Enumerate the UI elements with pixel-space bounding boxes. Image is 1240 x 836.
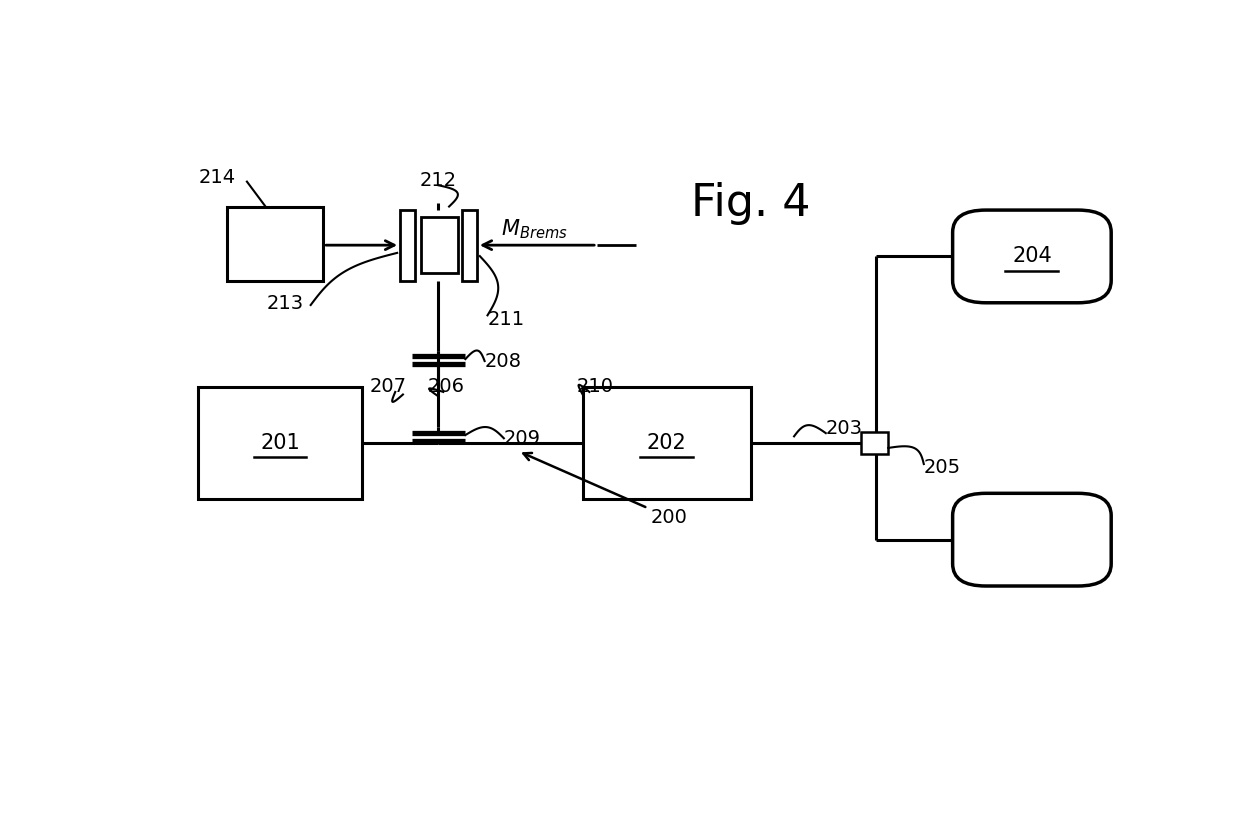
Text: 200: 200 bbox=[523, 453, 687, 527]
Text: $M_{\mathregular{Brems}}$: $M_{\mathregular{Brems}}$ bbox=[501, 217, 568, 241]
Text: 203: 203 bbox=[826, 419, 863, 438]
Text: 207: 207 bbox=[370, 377, 407, 396]
Bar bbox=[461, 210, 477, 281]
Text: 209: 209 bbox=[503, 429, 541, 448]
FancyBboxPatch shape bbox=[952, 493, 1111, 586]
Bar bbox=[227, 206, 324, 281]
Text: 213: 213 bbox=[267, 293, 304, 313]
Text: 211: 211 bbox=[487, 309, 525, 329]
Bar bbox=[198, 387, 362, 499]
FancyBboxPatch shape bbox=[952, 210, 1111, 303]
Text: Fig. 4: Fig. 4 bbox=[691, 181, 811, 225]
Text: 201: 201 bbox=[260, 433, 300, 453]
Text: 204: 204 bbox=[1012, 247, 1052, 267]
Bar bbox=[862, 432, 888, 455]
Text: 210: 210 bbox=[577, 377, 614, 396]
Text: 212: 212 bbox=[420, 171, 458, 191]
Bar bbox=[422, 217, 458, 273]
Text: 206: 206 bbox=[428, 377, 465, 396]
Bar bbox=[401, 210, 415, 281]
Text: 208: 208 bbox=[485, 351, 522, 370]
Text: 214: 214 bbox=[198, 168, 236, 187]
Text: 205: 205 bbox=[924, 458, 961, 477]
Bar bbox=[583, 387, 750, 499]
Text: 202: 202 bbox=[647, 433, 687, 453]
